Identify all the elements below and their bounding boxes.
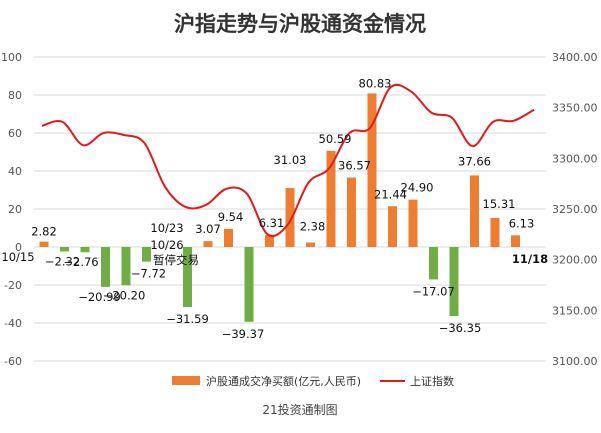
bar [121,247,131,286]
left-tick-label: 100 [1,51,22,64]
right-tick-label: 3300.00 [552,152,598,165]
right-tick-label: 3400.00 [552,51,598,64]
bar [388,206,397,247]
right-tick-label: 3350.00 [552,102,598,115]
bar [224,228,233,247]
bar-value-label: −17.07 [412,284,455,298]
bar-value-label: −39.37 [222,327,265,341]
bar-value-label: −36.35 [439,321,482,335]
left-tick-label: 0 [15,241,22,254]
date-annotation: 11/18 [512,252,548,266]
legend-bar-label: 沪股通成交净买额(亿元,人民币) [206,374,361,388]
bar [142,247,151,262]
right-tick-label: 3150.00 [552,304,598,317]
bar [306,242,315,247]
bar-value-labels: 2.82 −2.32−2.76 −20.99−20.20 −7.72 −31.59 3.0… [31,76,534,340]
bar-value-label: 80.83 [359,76,392,90]
bar-value-label: 15.31 [483,197,516,211]
bar [511,235,520,247]
bar-value-label: −31.59 [166,312,209,326]
bar [326,150,336,247]
bar [367,93,377,247]
bar-value-label: −20.20 [103,288,146,302]
source-note: 21投资通制图 [262,402,337,417]
index-line [41,83,535,238]
date-annotation: 10/23 [150,221,183,235]
bar [80,247,90,253]
bar-value-label: 2.38 [300,219,326,233]
left-axis-ticks: 100 80 60 40 20 0 -20 -40 -60 [1,51,22,368]
bar [470,175,479,247]
bar-value-label: 6.31 [259,216,285,230]
date-annotation: 10/15 [1,250,34,264]
left-tick-label: -60 [4,355,22,368]
bar [285,188,295,247]
bar [429,247,438,280]
chart-title: 沪指走势与沪股通资金情况 [174,12,426,36]
date-annotation: 暂停交易 [153,253,199,267]
left-tick-label: 20 [8,203,22,216]
bar [347,177,356,247]
left-tick-label: 80 [8,89,22,102]
bar [244,247,254,322]
right-tick-label: 3250.00 [552,203,598,216]
left-tick-label: -40 [4,317,22,330]
right-tick-label: 3200.00 [552,254,598,267]
bar [408,199,418,247]
bar [39,241,49,247]
bar [183,247,192,308]
bar-value-label: 31.03 [274,153,307,167]
left-tick-label: -20 [4,279,22,292]
legend-bar-swatch [172,376,200,385]
bar [101,247,110,287]
legend: 沪股通成交净买额(亿元,人民币) 上证指数 [172,374,454,388]
bar [265,235,274,247]
left-tick-label: 40 [8,165,22,178]
bar [203,241,213,247]
bar-value-label: 36.57 [338,159,371,173]
legend-line-label: 上证指数 [410,374,454,388]
bar-value-label: 2.82 [31,225,57,239]
bar-value-label: 3.07 [195,222,221,236]
bar-value-label: −7.72 [131,267,166,281]
bar [490,217,500,247]
bar-value-label: 50.59 [319,132,352,146]
right-axis-ticks: 3400.00 3350.00 3300.00 3250.00 3200.00 3150.… [552,51,598,368]
bar-value-label: 37.66 [458,154,491,168]
bar [449,247,459,317]
bar-value-label: 6.13 [509,216,535,230]
bar-value-label: 9.54 [218,210,244,224]
net-buy-bars [39,93,520,322]
bar-value-label: 24.90 [401,181,434,195]
bar-value-label: −20.99 [78,290,121,304]
bar-value-label: −2.76 [63,255,98,269]
right-tick-label: 3100.00 [552,355,598,368]
date-annotation: 10/26 [150,238,183,252]
bar-value-label: −2.32 [45,254,80,268]
left-tick-label: 60 [8,127,22,140]
bar-value-label: 21.44 [374,187,407,201]
index-line-path [41,83,535,238]
bar [60,247,69,252]
